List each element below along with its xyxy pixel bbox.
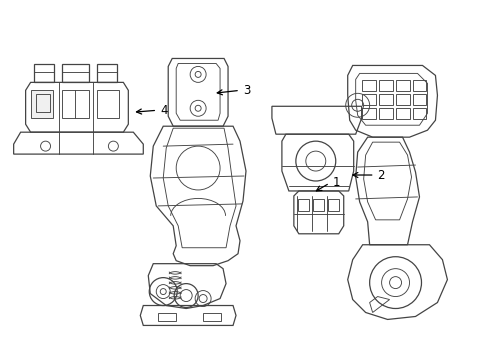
Text: 4: 4 bbox=[160, 104, 167, 117]
Text: 1: 1 bbox=[332, 176, 340, 189]
Bar bbox=[297, 199, 308, 211]
Bar bbox=[395, 94, 408, 105]
Bar bbox=[361, 94, 375, 105]
Bar bbox=[395, 80, 408, 91]
Bar bbox=[61, 90, 89, 118]
Bar bbox=[312, 199, 323, 211]
Bar bbox=[203, 314, 221, 321]
Bar bbox=[378, 108, 392, 119]
Bar bbox=[378, 94, 392, 105]
Bar bbox=[412, 80, 426, 91]
Bar bbox=[97, 90, 119, 118]
Text: 3: 3 bbox=[243, 84, 250, 97]
Bar bbox=[36, 94, 49, 112]
Bar bbox=[361, 108, 375, 119]
Bar bbox=[97, 64, 117, 82]
Bar bbox=[412, 94, 426, 105]
Bar bbox=[31, 90, 52, 118]
Bar bbox=[378, 80, 392, 91]
Bar bbox=[395, 108, 408, 119]
Bar bbox=[412, 108, 426, 119]
Text: 2: 2 bbox=[377, 168, 385, 181]
Bar bbox=[361, 80, 375, 91]
Bar bbox=[158, 314, 176, 321]
Bar bbox=[327, 199, 338, 211]
Bar bbox=[61, 64, 89, 82]
Bar bbox=[34, 64, 53, 82]
